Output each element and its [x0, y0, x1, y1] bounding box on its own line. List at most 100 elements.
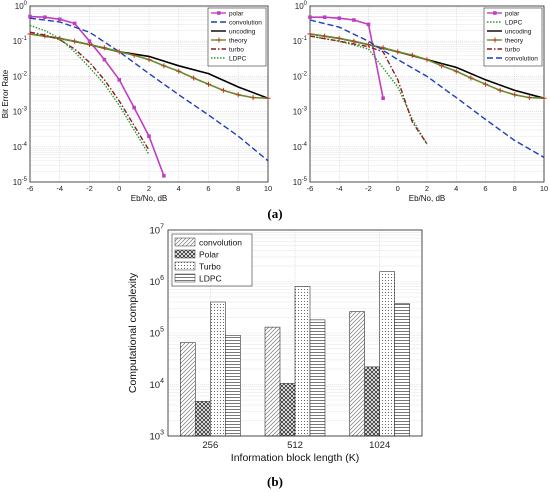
right-point-theory: [468, 75, 474, 81]
right-x-tick-label: -4: [336, 184, 343, 193]
right-y-tick-label: 10-5: [293, 177, 308, 187]
right-x-tick-label: 10: [540, 184, 548, 193]
right-y-tick-label: 10-1: [293, 36, 308, 46]
left-x-tick-label: 6: [206, 184, 210, 193]
right-x-tick-label: -2: [365, 184, 372, 193]
bars-legend-swatch-polar: [174, 249, 196, 259]
bars-x-tick-label: 256: [202, 440, 218, 451]
left-legend-label-polar: polar: [229, 11, 244, 18]
right-legend-label-uncoding: uncoding: [505, 29, 532, 36]
left-point-theory: [235, 92, 241, 98]
right-series-polar: [310, 16, 384, 99]
bars-bar-turbo-1024: [379, 271, 395, 437]
bars-bar-ldpc-512: [309, 319, 326, 437]
bars-y-tick-label: 106: [150, 275, 165, 288]
left-point-theory: [220, 87, 226, 93]
left-y-tick-label: 100: [15, 1, 28, 11]
left-point-theory: [87, 42, 92, 48]
bars-axes-box: [167, 229, 423, 437]
left-point-theory: [116, 49, 122, 55]
right-x-tick-label: 4: [454, 184, 458, 193]
left-legend-label-uncoding: uncoding: [229, 29, 256, 36]
right-point-polar: [308, 15, 312, 20]
bars-legend-swatch-convolution: [174, 237, 196, 247]
right-point-theory: [541, 95, 547, 101]
right-legend-marker-polar: [493, 11, 497, 15]
left-point-polar: [117, 78, 122, 82]
right-legend-box: [483, 7, 543, 67]
bars-x-tick-label: 512: [287, 440, 303, 451]
left-legend-marker-polar: [217, 11, 221, 15]
bars-bar-turbo-512: [294, 286, 311, 437]
bars-bar-ldpc-256: [225, 335, 241, 437]
left-series-convolution: [29, 17, 269, 162]
left-series-ldpc: [29, 24, 150, 155]
bars-legend-label-turbo: Turbo: [199, 262, 221, 272]
left-point-theory: [131, 52, 137, 58]
left-point-theory: [57, 35, 63, 41]
bars-legend-label-convolution: convolution: [199, 238, 242, 248]
right-legend-label-turbo: turbo: [505, 47, 520, 54]
right-point-theory: [424, 57, 430, 63]
right-point-polar: [381, 96, 385, 101]
left-y-tick-label: 10-4: [13, 142, 28, 152]
bars-y-tick-label: 105: [150, 327, 165, 340]
left-point-polar: [147, 134, 151, 139]
left-axes-box: [29, 5, 269, 183]
left-point-polar: [28, 14, 32, 19]
left-y-tick-label: 10-3: [13, 107, 28, 117]
bars-y-tick-label: 104: [150, 378, 165, 391]
bars-legend-label-ldpc: LDPC: [199, 274, 222, 284]
left-point-theory: [176, 68, 182, 74]
right-point-polar: [366, 22, 371, 27]
right-point-theory: [512, 92, 518, 98]
right-x-tick-label: 0: [396, 184, 400, 193]
panel-label-b: (b): [267, 474, 283, 489]
left-x-tick-label: 2: [147, 184, 151, 193]
left-legend-label-ldpc: LDPC: [229, 56, 247, 63]
left-point-theory: [265, 95, 271, 101]
left-legend-box: [207, 7, 267, 67]
left-x-tick-label: 0: [117, 184, 121, 193]
bars-y-axis-label: Computational complexity: [127, 272, 139, 393]
right-axes-box: [309, 5, 545, 183]
left-point-polar: [72, 21, 77, 26]
right-y-tick-label: 10-3: [293, 107, 308, 117]
right-x-axis-label: Eb/No, dB: [409, 194, 445, 203]
bars-bar-convolution-1024: [349, 311, 365, 437]
left-series-polar: [29, 15, 165, 177]
left-legend-label-theory: theory: [229, 38, 248, 45]
bars-x-tick-label: 1024: [369, 440, 390, 451]
left-point-theory: [72, 38, 78, 44]
left-y-tick-label: 10-2: [13, 71, 28, 81]
right-point-theory: [322, 33, 328, 39]
left-ber-chart: -6 -4 -2 0 2 4 6 8 10 100 10-1 10-2 10-3 10-4 10-5 Eb/N…: [1, 1, 272, 203]
right-series-turbo: [309, 35, 428, 145]
left-point-theory: [101, 45, 107, 51]
bars-legend-label-polar: Polar: [199, 250, 219, 260]
left-x-axis-label: Eb/No, dB: [131, 194, 167, 203]
right-point-theory: [307, 31, 313, 37]
right-x-tick-label: 8: [513, 184, 517, 193]
right-legend-label-theory: theory: [505, 38, 524, 45]
left-x-tick-label: -6: [27, 184, 34, 193]
right-point-theory: [380, 45, 386, 51]
right-point-polar: [352, 18, 356, 22]
left-x-tick-label: 8: [236, 184, 240, 193]
left-point-polar: [162, 174, 166, 178]
complexity-bar-chart: 256 512 1024 103 104 105 106 107 Information blo…: [127, 224, 423, 464]
right-point-theory: [336, 35, 342, 41]
bars-y-tick-label: 107: [150, 224, 165, 237]
right-point-theory: [526, 95, 532, 101]
left-point-polar: [87, 39, 92, 43]
right-point-theory: [409, 52, 415, 58]
right-point-theory: [483, 81, 488, 87]
right-x-tick-label: -6: [307, 184, 314, 193]
left-legend-marker-theory: [216, 37, 222, 43]
right-ber-chart: -6 -4 -2 0 2 4 6 8 10 100 10-1 10-2 10-3 10-4 10-5 Eb/N…: [293, 1, 548, 203]
left-point-theory: [250, 95, 256, 101]
right-point-theory: [453, 68, 459, 74]
left-y-axis-label: Bit Error Rate: [1, 69, 10, 118]
bars-y-tick-label: 103: [150, 430, 165, 443]
